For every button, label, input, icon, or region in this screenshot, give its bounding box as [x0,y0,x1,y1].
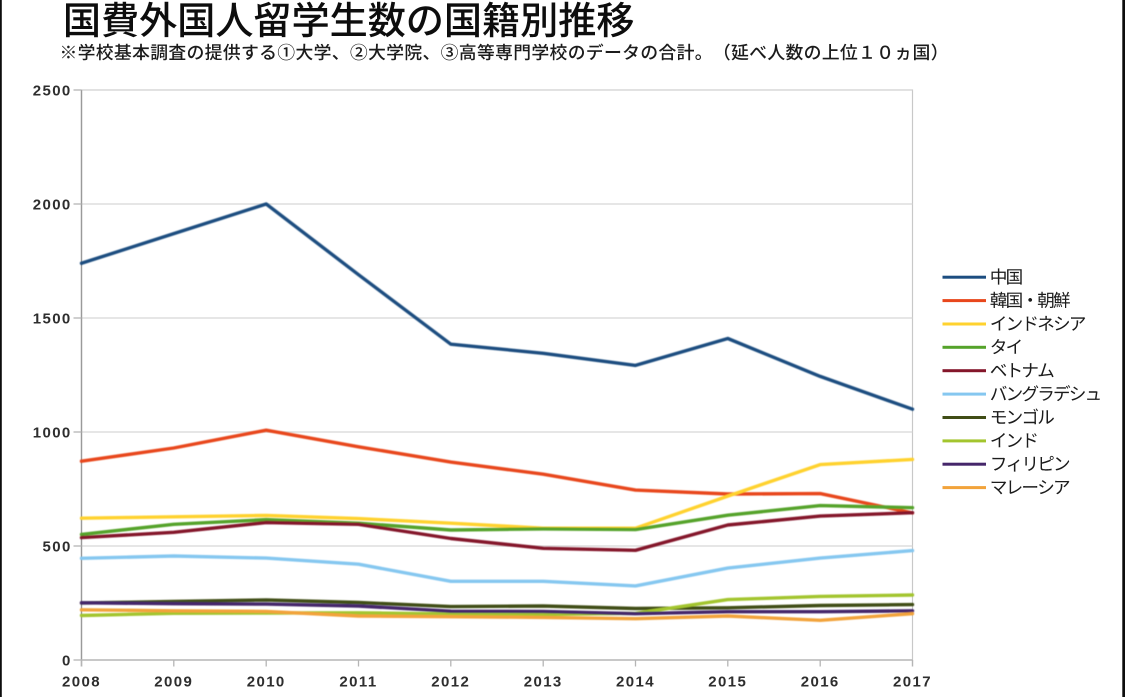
svg-text:500: 500 [42,538,71,555]
svg-text:2017: 2017 [893,673,932,690]
svg-text:2013: 2013 [524,673,563,690]
svg-text:2500: 2500 [33,82,72,99]
svg-text:2010: 2010 [247,673,286,690]
svg-text:2011: 2011 [339,673,377,690]
svg-text:2014: 2014 [616,673,655,690]
svg-text:2000: 2000 [33,196,72,213]
svg-text:2016: 2016 [801,673,840,690]
svg-text:2008: 2008 [62,673,101,690]
svg-text:2009: 2009 [154,673,193,690]
svg-text:1500: 1500 [33,310,72,327]
svg-text:1000: 1000 [33,424,72,441]
svg-text:2015: 2015 [708,673,747,690]
svg-text:2012: 2012 [431,673,470,690]
svg-text:0: 0 [62,652,72,669]
